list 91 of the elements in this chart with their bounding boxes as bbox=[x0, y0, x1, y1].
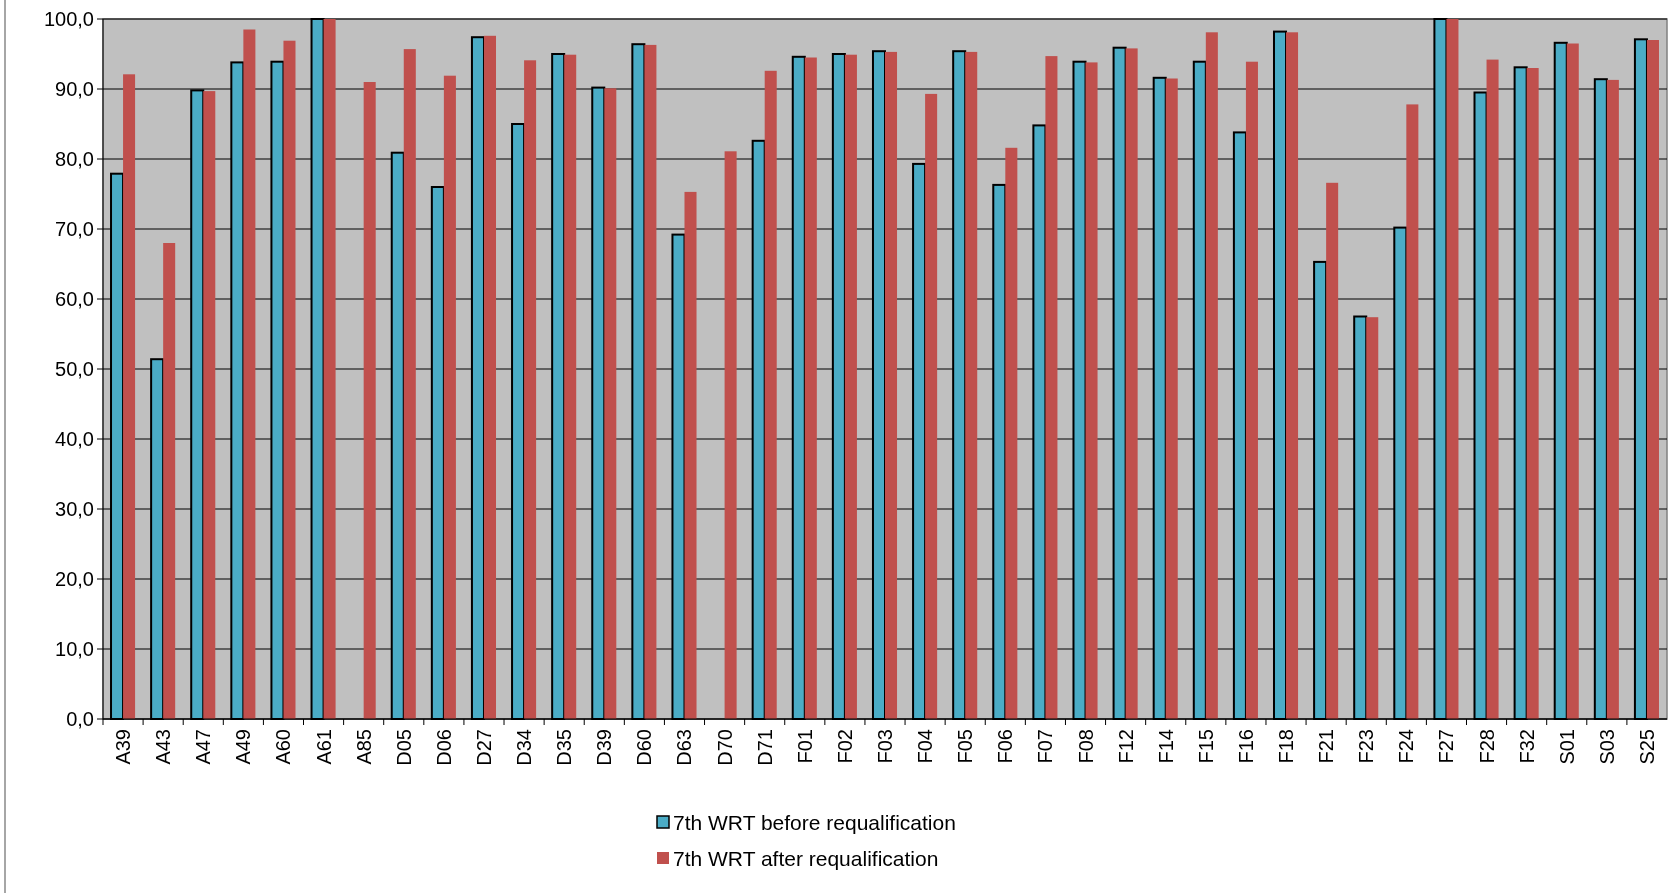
x-tick-label: F02 bbox=[833, 729, 856, 764]
bar bbox=[1005, 147, 1018, 719]
y-tick-label: 80,0 bbox=[55, 148, 94, 170]
x-tick-label: D27 bbox=[472, 729, 495, 766]
bar bbox=[564, 54, 577, 719]
bar bbox=[243, 29, 256, 719]
bar bbox=[1486, 59, 1499, 719]
bar bbox=[283, 40, 296, 719]
x-tick-label: F01 bbox=[793, 729, 816, 764]
x-tick-label: D70 bbox=[713, 729, 736, 766]
x-tick-label: F03 bbox=[874, 729, 896, 764]
y-tick-label: 20,0 bbox=[55, 568, 94, 590]
legend-label: 7th WRT after requalification bbox=[673, 847, 939, 871]
bar bbox=[965, 51, 978, 719]
x-tick-label: F12 bbox=[1114, 729, 1137, 764]
bar bbox=[1205, 32, 1218, 719]
bar bbox=[403, 49, 416, 719]
x-tick-label: F24 bbox=[1395, 729, 1418, 764]
bar bbox=[885, 51, 898, 719]
x-tick-label: D35 bbox=[553, 729, 576, 766]
bar bbox=[443, 75, 456, 719]
x-tick-label: D39 bbox=[593, 729, 616, 766]
x-tick-label: S01 bbox=[1555, 729, 1578, 765]
bar bbox=[644, 44, 657, 719]
x-tick-label: D05 bbox=[392, 729, 415, 766]
x-tick-label: F28 bbox=[1475, 729, 1498, 764]
x-tick-label: A60 bbox=[272, 729, 295, 765]
x-tick-label: F05 bbox=[954, 729, 977, 764]
bar bbox=[604, 88, 617, 719]
bar bbox=[1125, 48, 1138, 719]
x-tick-label: F06 bbox=[994, 729, 1017, 764]
x-tick-label: F04 bbox=[914, 729, 937, 764]
bar bbox=[1165, 78, 1178, 719]
x-tick-label: F27 bbox=[1435, 729, 1458, 764]
bar bbox=[163, 243, 176, 719]
bar bbox=[1326, 182, 1339, 719]
bar bbox=[524, 60, 537, 719]
x-tick-label: F07 bbox=[1034, 729, 1057, 764]
x-tick-label: A49 bbox=[232, 729, 255, 765]
bar bbox=[323, 19, 336, 719]
y-tick-label: 30,0 bbox=[55, 498, 94, 520]
x-tick-label: S25 bbox=[1635, 729, 1658, 765]
bar bbox=[203, 91, 216, 719]
bar bbox=[1085, 62, 1098, 719]
x-tick-label: D34 bbox=[513, 729, 536, 766]
x-tick-label: D71 bbox=[753, 729, 776, 766]
y-tick-label: 10,0 bbox=[55, 638, 94, 660]
bar bbox=[123, 74, 136, 719]
x-tick-label: D06 bbox=[432, 729, 455, 766]
bar bbox=[1646, 40, 1659, 719]
y-tick-label: 70,0 bbox=[55, 218, 94, 240]
bar bbox=[483, 35, 496, 719]
x-tick-label: A39 bbox=[112, 729, 135, 765]
y-tick-label: 40,0 bbox=[55, 428, 94, 450]
x-tick-label: A85 bbox=[352, 729, 375, 765]
y-tick-label: 0,0 bbox=[66, 708, 94, 730]
bar bbox=[1606, 79, 1619, 719]
x-tick-label: D60 bbox=[633, 729, 656, 766]
y-tick-label: 50,0 bbox=[55, 358, 94, 380]
bar bbox=[1406, 104, 1419, 719]
bar bbox=[1245, 61, 1258, 719]
x-tick-label: A47 bbox=[192, 729, 215, 765]
x-tick-label: F16 bbox=[1234, 729, 1257, 764]
x-tick-label: F15 bbox=[1194, 729, 1217, 764]
y-tick-label: 90,0 bbox=[55, 78, 94, 100]
x-tick-label: A43 bbox=[152, 729, 175, 765]
x-tick-label: D63 bbox=[673, 729, 696, 766]
x-tick-label: S03 bbox=[1595, 729, 1618, 765]
x-tick-label: F18 bbox=[1275, 729, 1298, 764]
bar bbox=[363, 82, 376, 719]
bar bbox=[724, 151, 737, 719]
y-tick-label: 100,0 bbox=[43, 8, 94, 30]
bar bbox=[844, 54, 857, 719]
legend-label: 7th WRT before requalification bbox=[673, 811, 956, 835]
x-tick-label: F08 bbox=[1074, 729, 1097, 764]
bar bbox=[684, 191, 697, 719]
x-tick-label: F23 bbox=[1355, 729, 1378, 764]
x-tick-label: F21 bbox=[1315, 729, 1338, 764]
x-tick-label: A61 bbox=[312, 729, 335, 765]
bar bbox=[1286, 32, 1299, 719]
bar bbox=[1045, 56, 1058, 719]
bar bbox=[1366, 317, 1379, 719]
bar bbox=[1446, 19, 1459, 719]
x-tick-label: F32 bbox=[1515, 729, 1538, 764]
x-tick-label: F14 bbox=[1154, 729, 1177, 764]
bar bbox=[764, 70, 777, 719]
bar bbox=[804, 57, 817, 719]
bar bbox=[925, 93, 938, 719]
bar bbox=[1526, 68, 1539, 719]
y-tick-label: 60,0 bbox=[55, 288, 94, 310]
bar bbox=[1566, 43, 1579, 719]
